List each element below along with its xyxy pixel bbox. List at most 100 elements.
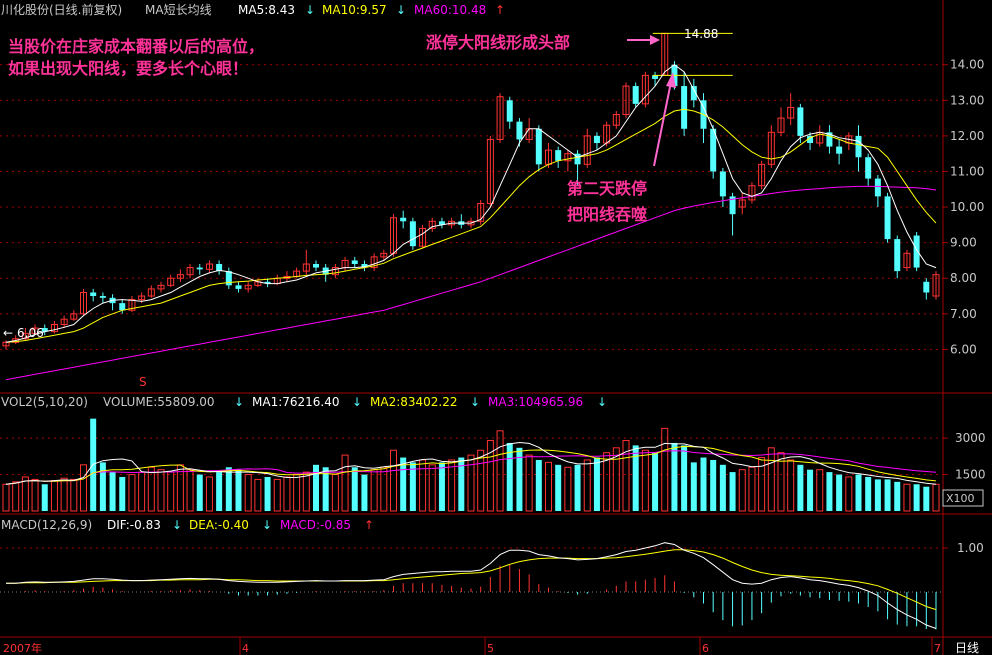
volume-bar-down: [225, 467, 232, 511]
volume-bar-up: [138, 471, 146, 512]
macd-arrow1: ↓: [172, 518, 182, 532]
macd-dea-line: [6, 549, 937, 611]
volume-bar-up: [380, 466, 388, 512]
candle-body-up: [419, 227, 427, 247]
volume-bar-up: [486, 440, 494, 512]
volume-panel[interactable]: [2, 418, 940, 512]
macd-label: MACD(12,26,9): [1, 518, 92, 532]
candle-body-down: [235, 285, 242, 289]
candle-body-up: [787, 106, 795, 119]
candle-body-up: [564, 153, 572, 162]
volume-bar-up: [60, 477, 68, 512]
candle-body-up: [486, 138, 494, 204]
candle-body-up: [932, 274, 940, 297]
volume-bar-up: [738, 469, 746, 512]
volume-bar-down: [109, 472, 116, 511]
volume-bar-down: [729, 472, 736, 511]
ma5-value: MA5:8.43: [238, 3, 295, 17]
volume-bar-up: [932, 483, 940, 512]
volume-bar-up: [283, 476, 291, 512]
volume-bar-up: [545, 461, 552, 512]
annotation-mid-arrow-head: [666, 72, 676, 88]
candle-body-up: [331, 267, 339, 276]
volume-bar-down: [874, 479, 881, 511]
candle-body-down: [719, 171, 726, 197]
price-panel[interactable]: [2, 32, 940, 381]
candle-body-up: [205, 263, 213, 270]
ma10-arrow: ↓: [396, 3, 406, 17]
volume-bar-down: [41, 484, 48, 511]
price-tick-label: 6.00: [950, 342, 977, 356]
vol-arrow4: ↓: [597, 395, 607, 409]
annotation-top: 涨停大阳线形成头部: [426, 33, 570, 52]
date-label-5: 5: [487, 642, 494, 655]
volume-bar-up: [564, 466, 572, 512]
price-tick-label: 9.00: [950, 236, 977, 250]
volume-bar-up: [21, 476, 29, 512]
volume-bar-up: [167, 471, 175, 512]
volume-bar-down: [119, 476, 126, 511]
volume-bar-up: [845, 476, 853, 512]
candle-body-up: [738, 199, 746, 208]
candle-body-up: [186, 267, 194, 276]
candle-body-down: [710, 128, 717, 172]
candle-body-down: [555, 150, 562, 161]
volume-bar-up: [419, 459, 427, 512]
volume-bar-down: [671, 442, 678, 511]
macd-arrow3: ↑: [364, 518, 374, 532]
date-label-7: 7: [934, 642, 941, 655]
volume-bar-up: [70, 478, 78, 512]
volume-bar-up: [428, 464, 436, 512]
ma5-line: [5, 64, 937, 343]
candle-body-up: [80, 291, 87, 315]
candle-body-up: [777, 117, 785, 133]
candle-body-down: [225, 271, 232, 286]
volume-bar-up: [767, 447, 775, 512]
volume-bar-up: [525, 454, 533, 512]
volume-bar-up: [467, 454, 475, 512]
candle-body-down: [729, 196, 736, 215]
volume-bar-down: [574, 464, 581, 511]
volume-bar-up: [341, 454, 349, 512]
candle-body-up: [176, 274, 184, 279]
volume-bar-down: [913, 484, 920, 511]
annotation-left-line1: 当股价在庄家成本翻番以后的高位，: [8, 37, 264, 56]
candle-body-up: [903, 252, 911, 269]
volume-bar-up: [331, 474, 339, 512]
vol-unit-box: [942, 489, 984, 507]
ma60-arrow: ↑: [495, 3, 505, 17]
volume-bar-up: [748, 466, 756, 512]
volume-bar-down: [313, 464, 319, 511]
macd-panel[interactable]: [6, 542, 937, 630]
macd-dif-line: [6, 542, 937, 629]
volume-ma1-line: [5, 441, 937, 485]
low-price-arrow: ←: [3, 326, 13, 340]
volume-bar-up: [244, 474, 252, 512]
candle-body-down: [351, 260, 358, 264]
candle-body-down: [516, 121, 523, 140]
candle-body-up: [428, 220, 436, 229]
candle-body-down: [361, 264, 368, 268]
vol-ma2: MA2:83402.22: [370, 395, 458, 409]
volume-bar-down: [652, 452, 659, 511]
candle-body-up: [767, 131, 775, 165]
macd-tick-label: 1.00: [957, 541, 984, 555]
volume-bar-down: [690, 462, 697, 511]
volume-bar-down: [719, 464, 726, 511]
period-label[interactable]: 日线: [955, 641, 979, 655]
volume-bar-down: [593, 457, 600, 511]
price-tick-label: 14.00: [950, 58, 984, 72]
candle-body-down: [690, 86, 697, 101]
candle-body-down: [865, 157, 872, 179]
candle-body-up: [244, 284, 252, 290]
candle-body-up: [12, 338, 20, 343]
candle-body-up: [147, 288, 155, 297]
volume-bar-down: [264, 476, 271, 511]
candle-body-up: [641, 74, 649, 105]
volume-bar-down: [438, 462, 445, 511]
candle-body-up: [60, 318, 68, 326]
volume-bar-down: [216, 472, 223, 511]
candle-body-down: [196, 267, 203, 270]
volume-bar-down: [99, 462, 106, 511]
volume-bar-up: [787, 459, 795, 512]
